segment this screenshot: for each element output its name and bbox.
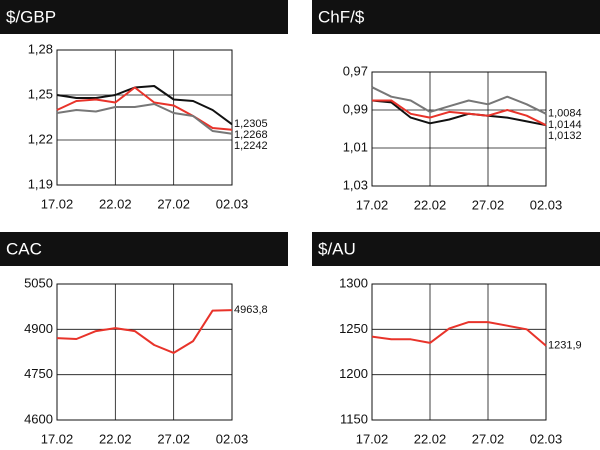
series-line bbox=[56, 85, 233, 126]
y-tick-label: 1150 bbox=[340, 411, 368, 426]
y-tick-label: 1,25 bbox=[28, 86, 53, 101]
chart-title: ChF/$ bbox=[318, 7, 365, 26]
x-tick-label: 02.03 bbox=[216, 196, 249, 211]
series-line bbox=[56, 103, 233, 135]
x-tick-label: 17.02 bbox=[356, 431, 389, 446]
plot-frame bbox=[56, 283, 233, 421]
x-tick-label: 17.02 bbox=[41, 196, 74, 211]
x-tick-label: 27.02 bbox=[157, 431, 190, 446]
x-tick-label: 22.02 bbox=[99, 196, 132, 211]
end-label: 1,0084 bbox=[548, 108, 582, 120]
y-tick-label: 0,97 bbox=[343, 63, 368, 78]
series-line bbox=[56, 309, 233, 354]
series-line bbox=[371, 321, 547, 347]
title-bar bbox=[0, 0, 288, 34]
y-tick-label: 1,03 bbox=[343, 177, 368, 192]
x-tick-label: 22.02 bbox=[414, 197, 447, 212]
plot-frame bbox=[371, 71, 547, 187]
y-tick-label: 1250 bbox=[339, 321, 368, 336]
x-tick-label: 17.02 bbox=[356, 197, 389, 212]
x-tick-label: 27.02 bbox=[157, 196, 190, 211]
series-line bbox=[56, 86, 233, 131]
y-tick-label: 4750 bbox=[24, 366, 53, 381]
series-line bbox=[371, 86, 547, 115]
y-tick-label: 1200 bbox=[339, 366, 368, 381]
series-line bbox=[371, 99, 547, 127]
y-tick-label: 0,99 bbox=[343, 101, 368, 116]
y-tick-label: 1300 bbox=[339, 275, 368, 290]
title-bar bbox=[0, 232, 288, 266]
y-tick-label: 4900 bbox=[24, 321, 53, 336]
plot-frame bbox=[371, 283, 547, 421]
y-tick-label: 1,19 bbox=[28, 176, 53, 191]
x-tick-label: 02.03 bbox=[530, 431, 563, 446]
end-label: 1231,9 bbox=[548, 340, 582, 352]
x-tick-label: 27.02 bbox=[472, 431, 505, 446]
chart-title: CAC bbox=[6, 239, 42, 258]
end-label: 1,0144 bbox=[548, 119, 582, 131]
x-tick-label: 17.02 bbox=[41, 431, 74, 446]
x-tick-label: 27.02 bbox=[472, 197, 505, 212]
x-tick-label: 02.03 bbox=[530, 197, 563, 212]
x-tick-label: 22.02 bbox=[414, 431, 447, 446]
y-tick-label: 1,28 bbox=[28, 41, 53, 56]
y-tick-label: 4600 bbox=[24, 411, 53, 426]
title-bar bbox=[312, 232, 600, 266]
end-label: 4963,8 bbox=[234, 304, 268, 316]
end-label: 1,2305 bbox=[234, 118, 268, 130]
chart-title: $/GBP bbox=[6, 7, 56, 26]
title-bar bbox=[312, 0, 600, 34]
y-tick-label: 5050 bbox=[24, 275, 53, 290]
y-tick-label: 1,01 bbox=[343, 139, 368, 154]
end-label: 1,2242 bbox=[234, 140, 268, 152]
end-label: 1,0132 bbox=[548, 130, 582, 142]
series-line bbox=[372, 99, 547, 127]
end-label: 1,2268 bbox=[234, 129, 268, 141]
chart-title: $/AU bbox=[318, 239, 356, 258]
x-tick-label: 02.03 bbox=[216, 431, 249, 446]
x-tick-label: 22.02 bbox=[99, 431, 132, 446]
y-tick-label: 1,22 bbox=[28, 131, 53, 146]
plot-frame bbox=[56, 49, 233, 186]
